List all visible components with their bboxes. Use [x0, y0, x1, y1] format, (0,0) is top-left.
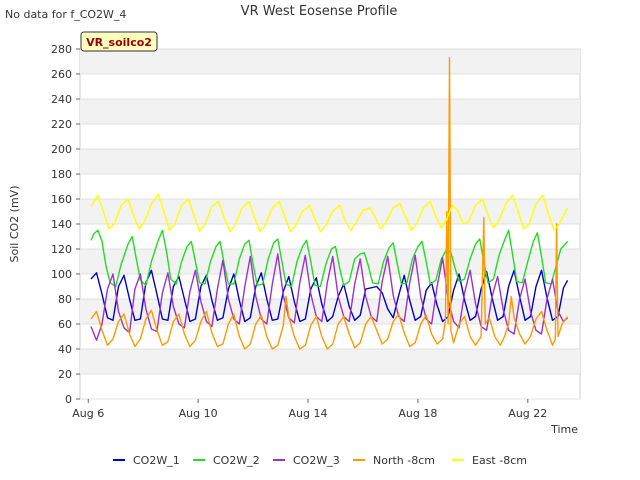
- x-tick-label: Aug 18: [398, 407, 437, 420]
- y-axis: 0 20 40 60 80 100 120 140 160 180 200 220 240 260 280: [51, 43, 80, 406]
- corner-note: No data for f_CO2W_4: [5, 8, 126, 21]
- plot-area: 020406080100120140160180200220240260280 …: [51, 43, 581, 420]
- y-tick-label: 260: [51, 68, 72, 81]
- legend-label: CO2W_1: [133, 454, 180, 467]
- y-tick-label: 200: [51, 143, 72, 156]
- y-tick-label: 220: [51, 118, 72, 131]
- chart-title: VR West Eosense Profile: [241, 4, 398, 19]
- grid-band: [80, 99, 580, 124]
- y-tick-label: 280: [51, 43, 72, 56]
- series-line-5: [90, 193, 569, 233]
- series-line-3: [90, 253, 569, 341]
- legend: CO2W_1 CO2W_2 CO2W_3 North -8cm East -8cm: [113, 454, 527, 467]
- y-tick-label: 120: [51, 243, 72, 256]
- y-axis-label: Soil CO2 (mV): [8, 186, 21, 263]
- series-lines: [90, 57, 569, 350]
- x-tick-label: Aug 22: [508, 407, 547, 420]
- y-tick-label: 160: [51, 193, 72, 206]
- y-tick-label: 0: [65, 393, 72, 406]
- y-tick-label: 40: [58, 343, 72, 356]
- badge-box: [80, 31, 158, 52]
- y-tick-label: 60: [58, 318, 72, 331]
- y-tick-label: 180: [51, 168, 72, 181]
- y-axis-title: Soil CO2 (mV): [8, 186, 21, 263]
- y-tick-label: 20: [58, 368, 72, 381]
- x-axis: Aug 6 Aug 10 Aug 14 Aug 18 Aug 22: [72, 399, 547, 420]
- legend-label: CO2W_3: [293, 454, 340, 467]
- badge-label: VR_soilco2: [86, 36, 152, 49]
- x-tick-label: Aug 6: [72, 407, 104, 420]
- x-tick-label: Aug 14: [289, 407, 328, 420]
- y-tick-label: 140: [51, 218, 72, 231]
- x-tick-label: Aug 10: [179, 407, 218, 420]
- legend-label: East -8cm: [472, 454, 527, 467]
- grid-band: [80, 349, 580, 374]
- series-line-2: [90, 229, 569, 288]
- grid-band: [80, 49, 580, 74]
- series-line-1: [90, 269, 569, 323]
- series-line-4: [90, 57, 569, 350]
- y-tick-label: 80: [58, 293, 72, 306]
- grid-band: [80, 149, 580, 174]
- x-axis-title: Time: [550, 423, 578, 436]
- y-tick-label: 100: [51, 268, 72, 281]
- y-tick-label: 240: [51, 93, 72, 106]
- legend-label: CO2W_2: [213, 454, 260, 467]
- series-badge: VR_soilco2: [80, 31, 158, 52]
- legend-label: North -8cm: [373, 454, 435, 467]
- grid-band: [80, 199, 580, 224]
